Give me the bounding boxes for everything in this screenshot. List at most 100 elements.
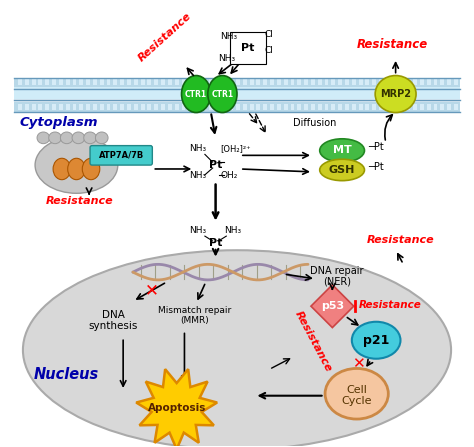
Bar (386, 80, 390, 85)
Text: p53: p53 (321, 301, 344, 311)
Bar (147, 80, 151, 85)
Bar (297, 104, 301, 110)
Bar (141, 104, 145, 110)
Text: ✕: ✕ (352, 356, 365, 371)
Text: OH₂: OH₂ (220, 171, 238, 180)
Bar (79, 80, 83, 85)
Bar (372, 80, 376, 85)
Text: CTR1: CTR1 (185, 89, 207, 98)
Ellipse shape (352, 322, 401, 359)
Bar (345, 80, 349, 85)
Bar (161, 80, 165, 85)
Text: Resistance: Resistance (357, 38, 428, 51)
Bar (32, 80, 36, 85)
Bar (325, 80, 328, 85)
Bar (400, 104, 403, 110)
Text: DNA repair: DNA repair (310, 266, 364, 276)
Bar (406, 104, 410, 110)
Bar (161, 104, 165, 110)
Text: Pt: Pt (209, 160, 222, 170)
Ellipse shape (72, 132, 85, 143)
Ellipse shape (82, 158, 100, 180)
Bar (73, 80, 76, 85)
Text: Pt: Pt (209, 238, 222, 248)
Bar (365, 80, 369, 85)
Bar (182, 104, 185, 110)
Ellipse shape (208, 76, 237, 113)
Ellipse shape (182, 76, 211, 113)
Bar (100, 80, 104, 85)
Text: NH₃: NH₃ (190, 144, 207, 153)
Bar (454, 104, 458, 110)
Text: Cl: Cl (264, 30, 273, 39)
Bar (14, 102, 460, 112)
Bar (434, 104, 438, 110)
Bar (25, 104, 29, 110)
Bar (52, 80, 56, 85)
Bar (304, 80, 308, 85)
Text: Resistance: Resistance (359, 300, 421, 310)
Bar (134, 80, 138, 85)
Bar (413, 80, 417, 85)
Bar (297, 80, 301, 85)
Bar (113, 80, 117, 85)
Bar (331, 80, 335, 85)
Bar (134, 104, 138, 110)
Bar (86, 80, 90, 85)
Bar (379, 80, 383, 85)
Bar (155, 104, 158, 110)
Text: Resistance: Resistance (46, 196, 113, 206)
Bar (359, 80, 363, 85)
Bar (175, 104, 179, 110)
Bar (311, 104, 315, 110)
Bar (120, 104, 124, 110)
Bar (440, 80, 444, 85)
Bar (291, 80, 294, 85)
Bar (379, 104, 383, 110)
Bar (236, 80, 240, 85)
Bar (59, 104, 63, 110)
Bar (284, 104, 288, 110)
Bar (325, 104, 328, 110)
Bar (392, 80, 397, 85)
Bar (250, 104, 254, 110)
Text: [OH₂]²⁺: [OH₂]²⁺ (220, 144, 251, 153)
Bar (79, 104, 83, 110)
Bar (18, 104, 22, 110)
Ellipse shape (49, 132, 61, 143)
Bar (209, 80, 213, 85)
Bar (46, 80, 49, 85)
Text: Mismatch repair: Mismatch repair (157, 306, 231, 315)
Bar (38, 104, 42, 110)
Bar (168, 104, 172, 110)
Bar (52, 104, 56, 110)
Text: Pt: Pt (241, 43, 255, 53)
Text: ✕: ✕ (145, 282, 158, 299)
Bar (120, 80, 124, 85)
Text: ATP7A/7B: ATP7A/7B (99, 151, 144, 160)
Bar (107, 80, 110, 85)
Bar (427, 104, 431, 110)
Bar (100, 104, 104, 110)
Bar (93, 80, 97, 85)
Bar (359, 104, 363, 110)
Bar (270, 104, 274, 110)
Bar (434, 80, 438, 85)
Bar (155, 80, 158, 85)
Bar (107, 104, 110, 110)
Text: (NER): (NER) (323, 277, 351, 287)
Bar (66, 80, 70, 85)
Ellipse shape (60, 132, 73, 143)
Text: CTR1: CTR1 (211, 89, 234, 98)
Bar (454, 80, 458, 85)
Text: ─Pt: ─Pt (368, 143, 384, 152)
Bar (345, 104, 349, 110)
Bar (447, 104, 451, 110)
Ellipse shape (68, 158, 85, 180)
Text: Cell: Cell (346, 385, 367, 395)
Bar (229, 104, 233, 110)
Bar (141, 80, 145, 85)
Bar (14, 87, 460, 99)
Bar (236, 104, 240, 110)
Bar (32, 104, 36, 110)
